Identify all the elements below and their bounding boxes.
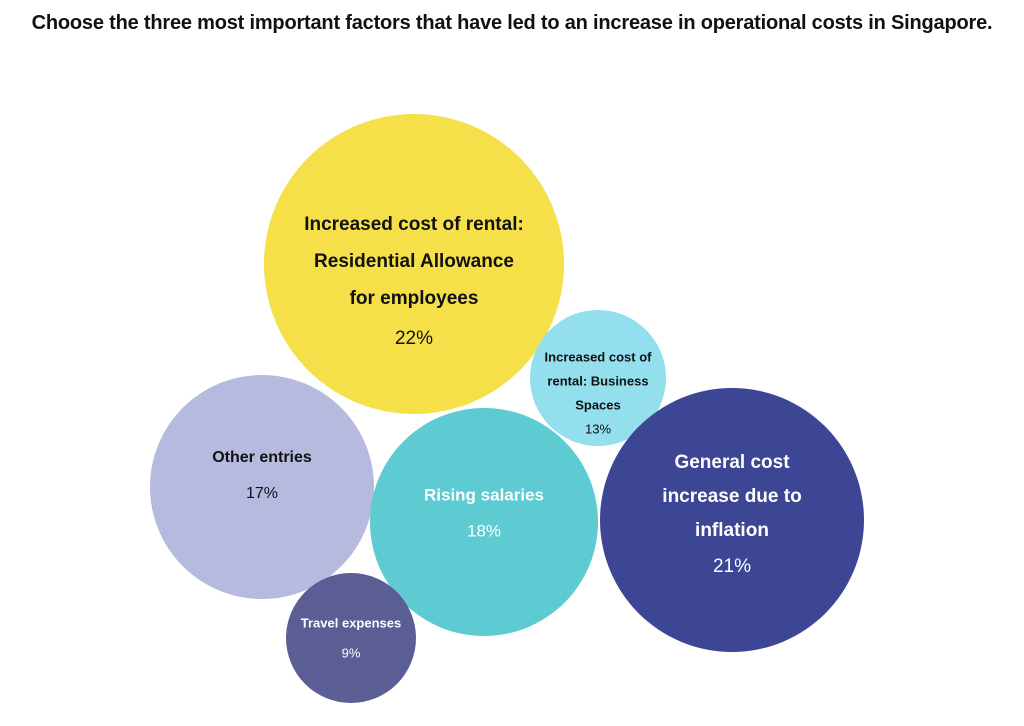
bubble-circle-residential-allowance — [264, 114, 564, 414]
bubble-value-business-spaces: 13% — [585, 421, 611, 436]
bubble-residential-allowance: Increased cost of rental: Residential All… — [264, 114, 564, 414]
bubble-label-travel-expenses: Travel expenses — [301, 615, 401, 630]
bubble-label-other-entries: Other entries — [212, 449, 312, 466]
bubble-inflation: General cost increase due to inflation 21% — [600, 388, 864, 652]
bubble-business-spaces: Increased cost of rental: Business Spaces 1… — [530, 310, 666, 446]
bubble-rising-salaries: Rising salaries 18% — [370, 408, 598, 636]
chart-title: Choose the three most important factors … — [31, 12, 993, 34]
bubble-value-travel-expenses: 9% — [342, 645, 361, 660]
bubble-circle-other-entries — [150, 375, 374, 599]
bubble-circle-inflation — [600, 388, 864, 652]
bubble-value-inflation: 21% — [713, 556, 751, 577]
bubble-label-business-spaces: Spaces — [575, 397, 621, 412]
bubble-circle-rising-salaries — [370, 408, 598, 636]
bubble-label-residential-allowance: for employees — [350, 288, 479, 309]
bubble-circle-business-spaces — [530, 310, 666, 446]
bubble-label-business-spaces: rental: Business — [547, 373, 648, 388]
bubble-other-entries: Other entries 17% — [150, 375, 374, 599]
bubble-label-rising-salaries: Rising salaries — [424, 485, 544, 504]
bubble-label-inflation: inflation — [695, 520, 769, 541]
bubble-value-rising-salaries: 18% — [467, 521, 501, 540]
bubble-circle-travel-expenses — [286, 573, 416, 703]
bubble-label-residential-allowance: Residential Allowance — [314, 251, 514, 272]
bubble-value-other-entries: 17% — [246, 485, 278, 502]
bubble-label-inflation: General cost — [674, 452, 790, 473]
bubble-label-business-spaces: Increased cost of — [545, 349, 653, 364]
bubble-value-residential-allowance: 22% — [395, 328, 433, 349]
bubble-label-residential-allowance: Increased cost of rental: — [304, 214, 524, 235]
bubble-label-inflation: increase due to — [662, 486, 801, 507]
bubble-travel-expenses: Travel expenses 9% — [286, 573, 416, 703]
